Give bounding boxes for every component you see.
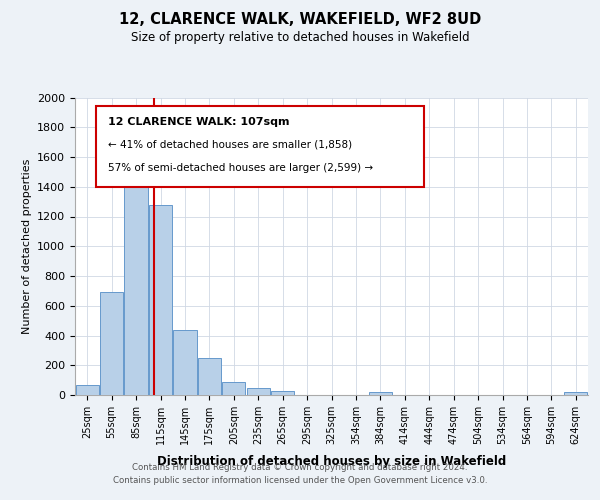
Text: ← 41% of detached houses are smaller (1,858): ← 41% of detached houses are smaller (1,…: [109, 140, 352, 150]
Bar: [124, 152, 148, 395]
Bar: [100, 292, 123, 395]
Bar: [173, 330, 197, 395]
Y-axis label: Number of detached properties: Number of detached properties: [22, 158, 32, 334]
Bar: [369, 392, 392, 395]
Text: Size of property relative to detached houses in Wakefield: Size of property relative to detached ho…: [131, 31, 469, 44]
Bar: [222, 382, 245, 395]
Text: 57% of semi-detached houses are larger (2,599) →: 57% of semi-detached houses are larger (…: [109, 162, 373, 172]
Text: 12 CLARENCE WALK: 107sqm: 12 CLARENCE WALK: 107sqm: [109, 117, 290, 127]
Bar: [564, 392, 587, 395]
Bar: [76, 386, 99, 395]
Text: Contains HM Land Registry data © Crown copyright and database right 2024.: Contains HM Land Registry data © Crown c…: [132, 462, 468, 471]
Bar: [149, 204, 172, 395]
Bar: [198, 358, 221, 395]
Bar: [247, 388, 270, 395]
FancyBboxPatch shape: [95, 106, 424, 187]
X-axis label: Distribution of detached houses by size in Wakefield: Distribution of detached houses by size …: [157, 455, 506, 468]
Text: 12, CLARENCE WALK, WAKEFIELD, WF2 8UD: 12, CLARENCE WALK, WAKEFIELD, WF2 8UD: [119, 12, 481, 28]
Text: Contains public sector information licensed under the Open Government Licence v3: Contains public sector information licen…: [113, 476, 487, 485]
Bar: [271, 390, 294, 395]
